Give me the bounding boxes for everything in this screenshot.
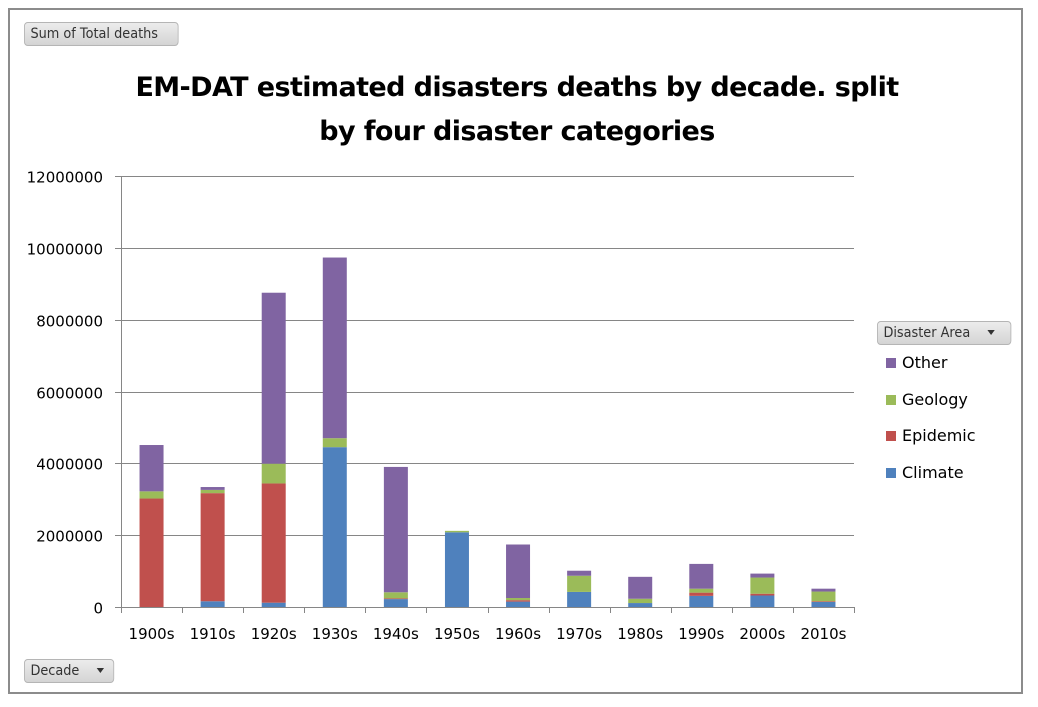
bar-segment-other bbox=[811, 588, 836, 592]
bar-segment-epidemic bbox=[200, 493, 225, 602]
bar-segment-climate bbox=[750, 595, 775, 607]
bar-segment-geology bbox=[261, 463, 286, 484]
legend-field-button[interactable]: Disaster Area bbox=[877, 321, 1012, 345]
bar-segment-geology bbox=[567, 575, 592, 592]
y-tick-label: 2000000 bbox=[36, 528, 103, 546]
legend-field-label: Disaster Area bbox=[883, 325, 971, 341]
y-tick-label: 12000000 bbox=[27, 169, 103, 187]
chart-title: EM-DAT estimated disasters deaths by dec… bbox=[100, 66, 934, 154]
bar-segment-other bbox=[261, 292, 286, 464]
bar-segment-epidemic bbox=[383, 598, 408, 600]
y-tick-label: 6000000 bbox=[36, 385, 103, 403]
bar-segment-climate bbox=[444, 532, 469, 607]
bar-segment-other bbox=[689, 563, 714, 589]
bar-segment-climate bbox=[261, 602, 286, 607]
axis-field-label: Decade bbox=[30, 663, 80, 679]
bar-segment-other bbox=[567, 570, 592, 576]
legend-label: Geology bbox=[902, 389, 968, 409]
bar-segment-geology bbox=[506, 598, 531, 601]
bar-segment-other bbox=[750, 573, 775, 578]
bar-segment-climate bbox=[567, 591, 592, 607]
bar-segment-geology bbox=[628, 598, 653, 604]
bar-segment-geology bbox=[689, 588, 714, 593]
bar-segment-other bbox=[383, 466, 408, 593]
bar-segment-epidemic bbox=[506, 600, 531, 602]
legend-swatch bbox=[886, 358, 896, 368]
legend-swatch bbox=[886, 467, 896, 478]
bar-segment-epidemic bbox=[261, 483, 286, 603]
legend-label: Other bbox=[902, 353, 948, 372]
legend-swatch bbox=[886, 431, 896, 441]
bar-segment-geology bbox=[444, 530, 469, 533]
x-tick-label: 1910s bbox=[190, 625, 236, 643]
values-field-button[interactable]: Sum of Total deaths bbox=[24, 22, 179, 46]
x-tick-label: 1940s bbox=[373, 625, 419, 643]
chart-title-line-2: by four disaster categories bbox=[319, 116, 715, 147]
bar-segment-epidemic bbox=[139, 498, 164, 607]
bar-segment-epidemic bbox=[750, 593, 775, 596]
y-tick-label: 0 bbox=[93, 600, 103, 618]
bar-segment-geology bbox=[811, 591, 836, 602]
x-tick-label: 1980s bbox=[617, 625, 663, 643]
bar-segment-climate bbox=[200, 601, 225, 607]
x-tick-label: 1960s bbox=[495, 625, 541, 643]
bar-segment-climate bbox=[628, 603, 653, 607]
bar-segment-geology bbox=[322, 438, 347, 448]
x-tick-label: 1950s bbox=[434, 625, 480, 643]
values-field-label: Sum of Total deaths bbox=[30, 26, 159, 42]
bar-segment-epidemic bbox=[811, 601, 836, 602]
y-tick-label: 10000000 bbox=[27, 241, 103, 259]
dropdown-arrow-icon bbox=[987, 329, 995, 335]
dropdown-arrow-icon bbox=[96, 667, 104, 673]
x-tick-label: 1970s bbox=[556, 625, 602, 643]
bar-segment-climate bbox=[506, 601, 531, 607]
legend-swatch bbox=[886, 394, 896, 405]
bar-segment-climate bbox=[383, 599, 408, 607]
chart-title-line-1: EM-DAT estimated disasters deaths by dec… bbox=[135, 72, 899, 103]
bar-segment-epidemic bbox=[689, 592, 714, 596]
bar-segment-climate bbox=[811, 601, 836, 607]
bar-segment-climate bbox=[689, 595, 714, 607]
bar-segment-other bbox=[139, 445, 164, 492]
x-tick-label: 2000s bbox=[739, 625, 785, 643]
bar-segment-other bbox=[200, 487, 225, 490]
bar-segment-climate bbox=[322, 447, 347, 607]
legend-label: Epidemic bbox=[902, 426, 976, 445]
bar-segment-geology bbox=[200, 489, 225, 494]
legend-label: Climate bbox=[902, 462, 964, 482]
bar-segment-geology bbox=[383, 592, 408, 599]
x-tick-label: 1920s bbox=[251, 625, 297, 643]
y-tick-label: 4000000 bbox=[36, 456, 103, 474]
axis-field-button[interactable]: Decade bbox=[24, 659, 115, 683]
bar-segment-other bbox=[506, 544, 531, 599]
y-tick-label: 8000000 bbox=[36, 313, 103, 331]
x-tick-label: 1900s bbox=[129, 625, 175, 643]
x-tick-label: 1990s bbox=[678, 625, 724, 643]
bar-segment-other bbox=[322, 257, 347, 439]
x-tick-label: 2010s bbox=[800, 625, 846, 643]
bar-segment-other bbox=[628, 576, 653, 599]
bar-segment-geology bbox=[750, 577, 775, 594]
bar-segment-geology bbox=[139, 491, 164, 499]
x-tick-label: 1930s bbox=[312, 625, 358, 643]
